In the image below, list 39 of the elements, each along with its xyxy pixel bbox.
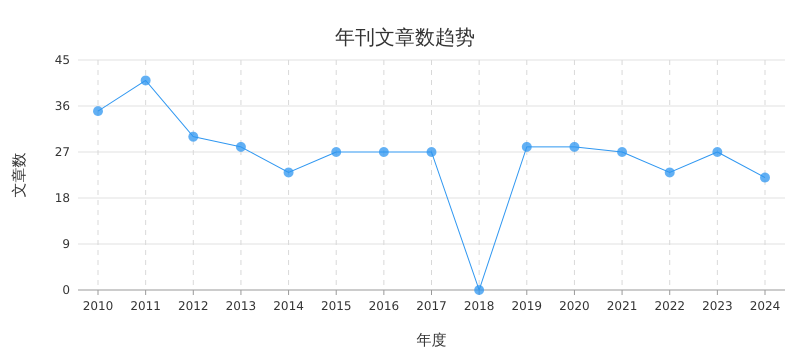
x-tick-label: 2019 <box>512 299 542 313</box>
point <box>712 147 722 157</box>
x-tick-label: 2020 <box>559 299 590 313</box>
x-tick-label: 2022 <box>654 299 685 313</box>
y-tick-label: 18 <box>54 191 70 205</box>
y-tick-label: 45 <box>54 53 70 67</box>
point <box>188 132 198 142</box>
point <box>474 285 484 295</box>
point <box>569 142 580 152</box>
x-tick-label: 2018 <box>464 299 494 313</box>
x-tick-label: 2024 <box>750 299 780 313</box>
x-tick-label: 2017 <box>416 299 447 313</box>
x-tick-label: 2010 <box>82 299 114 313</box>
point <box>93 106 103 116</box>
x-tick-label: 2016 <box>368 299 400 313</box>
y-tick-label: 9 <box>62 237 70 251</box>
x-tick-label: 2013 <box>226 299 256 313</box>
x-tick-label: 2015 <box>320 299 352 313</box>
point <box>664 167 675 178</box>
point <box>760 172 770 183</box>
point <box>378 147 389 157</box>
chart-title: 年刊文章数趋势 <box>335 25 475 49</box>
x-tick-label: 2021 <box>606 299 638 313</box>
point <box>617 147 628 157</box>
x-tick-label: 2014 <box>273 299 304 313</box>
x-tick-label: 2023 <box>702 299 733 313</box>
point <box>426 147 436 157</box>
point <box>140 75 151 86</box>
x-tick-label: 2011 <box>130 299 161 313</box>
point <box>236 142 246 152</box>
y-axis-title: 文章数 <box>10 152 28 198</box>
y-tick-label: 27 <box>54 145 70 159</box>
point <box>331 147 342 157</box>
y-tick-label: 0 <box>62 283 70 297</box>
point <box>284 167 294 178</box>
y-tick-label: 36 <box>54 99 70 113</box>
point <box>522 142 532 152</box>
x-tick-label: 2012 <box>178 299 209 313</box>
x-axis-title: 年度 <box>416 331 446 349</box>
